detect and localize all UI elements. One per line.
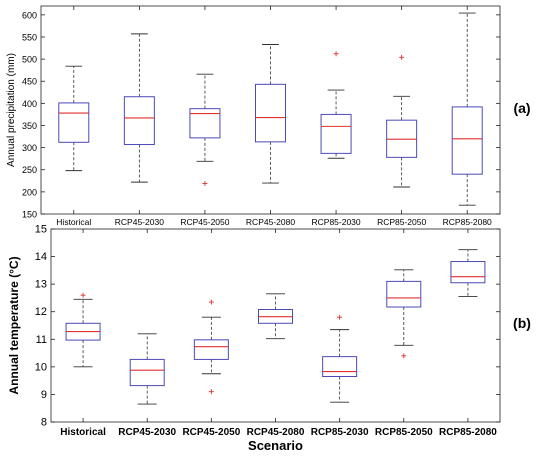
iqr-box [193,339,229,360]
panel-label: (a) [513,100,530,116]
y-tick-label: 14 [35,251,47,263]
box-Historical: Historical [56,6,91,227]
x-tick-label: RCP85-2050 [375,427,433,438]
y-tick-label: 450 [22,77,37,87]
x-tick-label: RCP45-2080 [247,427,305,438]
y-tick-label: 600 [22,10,37,20]
box-RCP85-2050: RCP85-2050 [375,229,433,438]
y-tick-label: 12 [35,306,47,318]
y-tick-label: 500 [22,55,37,65]
box-RCP45-2050: RCP45-2050 [182,229,241,438]
y-tick-label: 8 [41,417,47,429]
y-tick-label: 350 [22,121,37,131]
box-RCP45-2080: RCP45-2080 [246,6,295,227]
x-tick-label: Historical [60,427,106,438]
x-tick-label: RCP85-2030 [312,217,361,227]
y-tick-label: 15 [35,224,47,236]
x-tick-label: RCP45-2050 [182,427,240,438]
y-tick-label: 9 [41,389,47,401]
y-axis-title: Annual precipitation (mm) [6,53,17,167]
y-tick-label: 10 [35,361,47,373]
x-tick-label: RCP45-2030 [118,427,176,438]
iqr-box [450,261,486,284]
outlier-marker [80,292,86,298]
box-RCP45-2050: RCP45-2050 [180,6,230,227]
outlier-marker [208,299,214,305]
panel-label: (b) [513,315,531,331]
iqr-box [255,83,286,143]
y-tick-label: 400 [22,99,37,109]
x-tick-label: RCP85-2050 [377,217,426,227]
outlier-marker [202,180,208,186]
y-axis-title: Annual temperature (°C) [7,256,21,394]
outlier-marker [399,54,405,60]
box-RCP45-2080: RCP45-2080 [247,229,305,438]
panel-b: 8 9 10 11 12 13 14 15 Annual temperature (°C) (b)… [7,224,531,454]
y-tick-label: 150 [22,210,37,220]
y-tick-label: 550 [22,32,37,42]
box-Historical: Historical [60,229,106,438]
y-tick-label: 200 [22,187,37,197]
y-tick-label: 13 [35,279,47,291]
x-tick-label: RCP85-2030 [311,427,369,438]
x-axis-title: Scenario [248,438,303,453]
x-tick-label: Historical [56,217,91,227]
box-RCP85-2050: RCP85-2050 [377,6,426,227]
outlier-marker [337,314,343,320]
x-tick-label: RCP45-2030 [115,217,164,227]
outlier-marker [333,51,339,57]
y-tick-label: 300 [22,143,37,153]
box-RCP85-2080: RCP85-2080 [439,229,497,438]
box-RCP85-2030: RCP85-2030 [312,6,361,227]
iqr-box [123,96,155,146]
x-tick-label: RCP45-2080 [246,217,295,227]
iqr-box [58,102,90,143]
box-RCP45-2030: RCP45-2030 [115,6,164,227]
iqr-box [129,358,165,387]
iqr-box [322,356,358,378]
x-tick-label: RCP85-2080 [439,427,497,438]
box-RCP85-2080: RCP85-2080 [443,6,492,227]
iqr-box [451,106,483,175]
outlier-marker [208,389,214,395]
box-RCP85-2030: RCP85-2030 [311,229,369,438]
y-tick-label: 250 [22,165,37,175]
iqr-box [320,113,352,154]
iqr-box [386,280,422,308]
outlier-marker [401,353,407,359]
x-tick-label: RCP45-2050 [180,217,229,227]
panel-a: 150 200 250 300 350 400 450 500 550 600 Annual pre… [6,5,531,227]
x-tick-label: RCP85-2080 [443,217,492,227]
y-tick-label: 11 [36,334,47,346]
box-RCP45-2030: RCP45-2030 [118,229,177,438]
